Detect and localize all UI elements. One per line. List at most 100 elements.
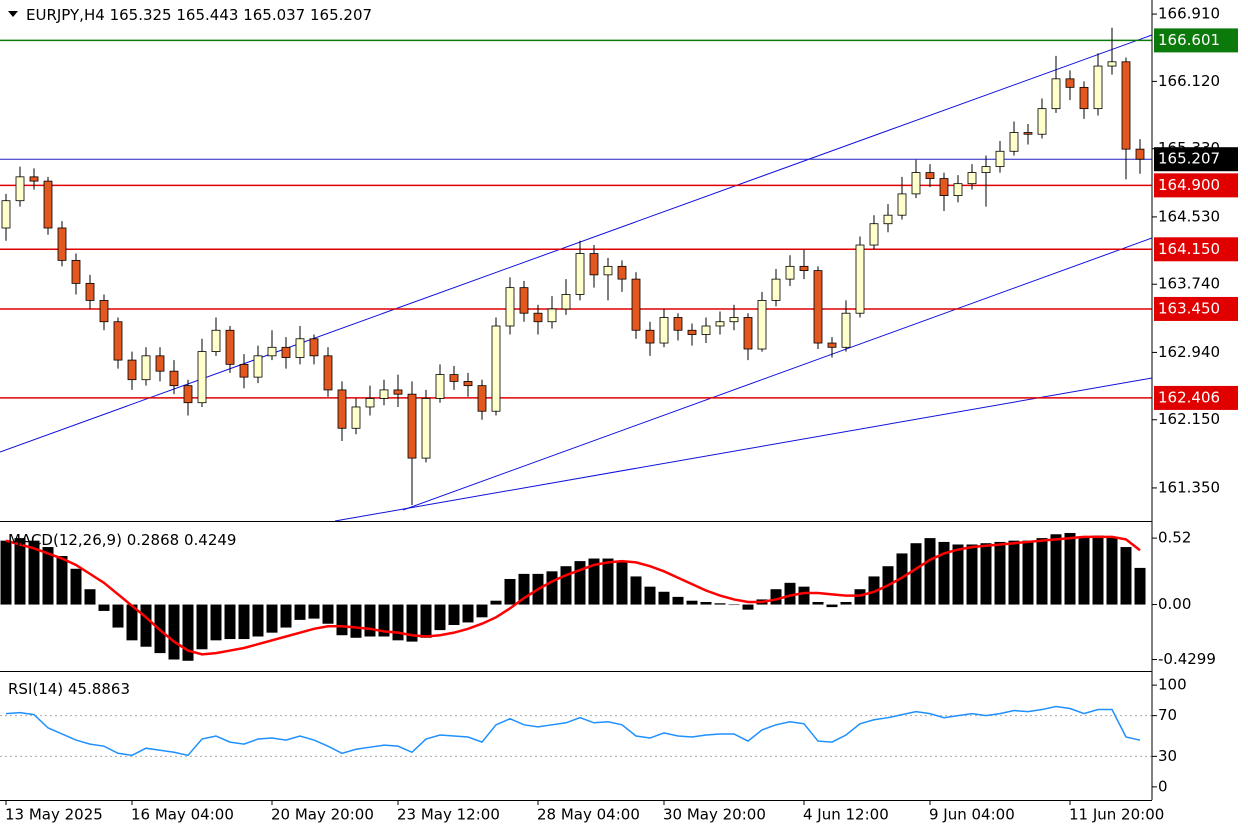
high-value: 165.443 [176,6,238,24]
trend-line [0,34,1152,453]
y-tick-label: 164.530 [1158,207,1220,225]
candle-body [253,355,263,378]
candle-body [29,176,39,182]
macd-bar [308,604,320,619]
candle-body [169,370,179,387]
candle-body [225,329,235,365]
macd-bar [490,600,502,605]
macd-bar [476,604,488,618]
macd-bar [784,582,796,605]
candle-body [687,329,697,335]
macd-bar [672,596,684,605]
candle-body [379,389,389,399]
x-tick-label: 30 May 20:00 [663,806,766,824]
y-tick-label: 0.00 [1158,595,1191,613]
macd-bar [1134,567,1146,605]
x-tick-label: 4 Jun 12:00 [803,806,889,824]
candle-body [309,338,319,357]
candle-body [141,355,151,381]
macd-bar [924,538,936,605]
macd-bar [140,604,152,647]
candle-body [603,265,613,276]
candle-body [1037,108,1047,135]
level-label: 164.150 [1158,240,1220,258]
signal-line [5,535,1141,656]
x-tick-label: 20 May 20:00 [271,806,374,824]
candle-body [981,166,991,173]
x-tick-label: 13 May 2025 [5,806,103,824]
macd-bar [210,604,222,641]
candle-body [477,385,487,412]
candle-body [1121,61,1131,150]
level-label-box [1154,296,1238,321]
candle-body [197,351,207,404]
y-tick-label: 161.350 [1158,478,1220,496]
candle-body [407,393,417,459]
candle-body [1065,78,1075,88]
candle-body [211,329,221,352]
macd-bar [504,578,516,605]
candle-body [785,265,795,280]
candle-body [85,282,95,301]
candle-body [1009,132,1019,152]
macd-bar [1078,536,1090,605]
macd-bar [56,555,68,605]
candle-body [421,398,431,459]
x-tick-label: 16 May 04:00 [131,806,234,824]
macd-bar [0,540,12,605]
macd-bar [448,604,460,625]
candle-body [729,317,739,323]
macd-bar [294,604,306,620]
menu-arrow[interactable] [8,11,18,17]
macd-bar [1036,538,1048,605]
candle-body [673,317,683,331]
macd-bar [420,604,432,638]
macd-bar [728,604,740,606]
level-label-box [1154,237,1238,262]
x-tick-label: 23 May 12:00 [397,806,500,824]
macd-bar [350,604,362,638]
level-label: 166.601 [1158,31,1220,49]
y-tick-label: 0 [1158,777,1168,795]
candle-body [533,312,543,323]
macd-bar [42,547,54,605]
macd-bar [378,604,390,637]
macd-bar [714,603,726,605]
symbol: EURJPY,H4 [26,6,105,24]
x-tick-label: 28 May 04:00 [537,806,640,824]
candle-body [281,346,291,358]
macd-bar [98,604,110,611]
macd-bar [322,604,334,624]
indicator-name: MACD(12,26,9) [8,531,122,549]
level-label: 163.450 [1158,299,1220,317]
candle-body [911,172,921,195]
last-price-box [1154,147,1238,172]
trend-line [334,377,1152,521]
candle-body [561,294,571,310]
candle-body [1093,65,1103,110]
candle-body [365,398,375,408]
level-label: 162.406 [1158,388,1220,406]
last-price-label: 165.207 [1158,150,1220,168]
candle-body [799,265,809,271]
candle-body [855,244,865,314]
y-tick-label: 100 [1158,676,1187,694]
candle-body [1,200,11,229]
macd-bar [812,601,824,605]
macd-bar [336,604,348,636]
candle-body [1023,132,1033,135]
candle-body [295,338,305,358]
candle-body [967,172,977,185]
candle-body [813,270,823,344]
candle-body [743,317,753,350]
macd-header: MACD(12,26,9) 0.2868 0.4249 [8,531,236,549]
macd-bar [588,558,600,605]
signal-value: 0.4249 [184,531,237,549]
open-value: 165.325 [110,6,172,24]
candle-body [351,406,361,429]
candle-body [1079,86,1089,110]
candle-body [491,325,501,412]
macd-bar [854,589,866,605]
macd-bar [1064,532,1076,605]
candle-body [393,389,403,395]
